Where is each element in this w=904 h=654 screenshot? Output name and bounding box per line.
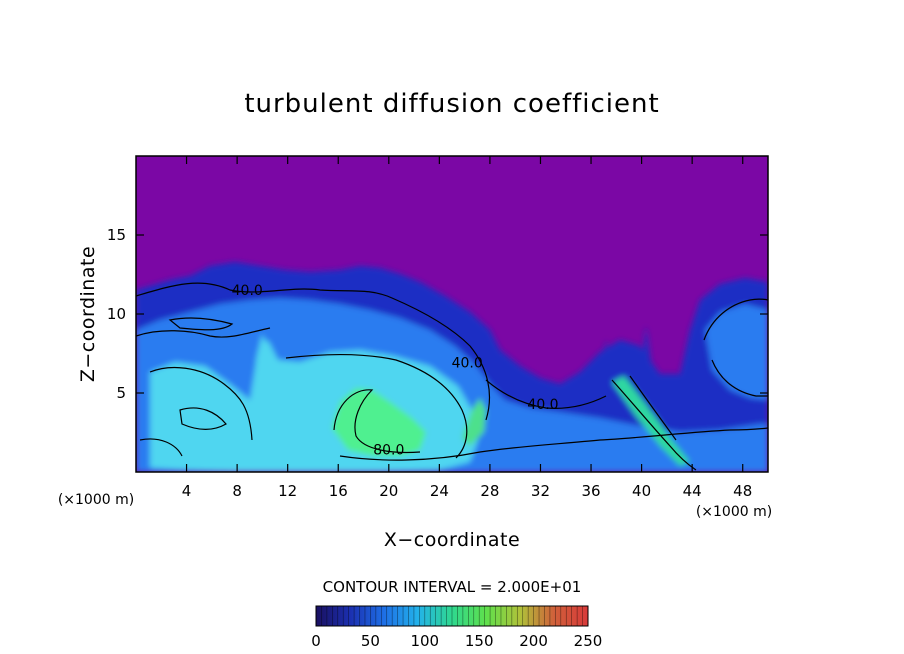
contour-label: 80.0 bbox=[373, 443, 404, 459]
contour-line bbox=[711, 359, 768, 397]
contour-label: 40.0 bbox=[232, 283, 263, 299]
colorbar-tick-label: 250 bbox=[574, 632, 603, 650]
x-tick-label: 20 bbox=[379, 482, 398, 500]
contour-line bbox=[629, 375, 677, 441]
y-tick-label: 15 bbox=[107, 226, 126, 244]
x-unit-right: (×1000 m) bbox=[696, 504, 772, 520]
x-axis-label: X−coordinate bbox=[384, 529, 520, 551]
contour-line bbox=[339, 427, 768, 461]
colorbar-tick-label: 0 bbox=[311, 632, 321, 650]
colorbar-stripes bbox=[321, 606, 583, 626]
x-unit-left: (×1000 m) bbox=[58, 492, 134, 508]
contour-labels: 40.0 40.0 40.0 80.0 bbox=[232, 283, 559, 459]
field-region-peak bbox=[332, 388, 426, 456]
contour-line bbox=[136, 327, 271, 338]
contour-line bbox=[136, 282, 491, 421]
colorbar: 0 50 100 150 200 250 bbox=[311, 605, 602, 650]
contour-line bbox=[168, 317, 234, 331]
x-tick-label: 24 bbox=[430, 482, 449, 500]
contour-line bbox=[333, 389, 421, 454]
colorbar-frame bbox=[315, 605, 589, 627]
y-tick-label: 10 bbox=[107, 305, 126, 323]
chart-title: turbulent diffusion coefficient bbox=[244, 89, 659, 119]
contour-line bbox=[149, 366, 253, 441]
colorbar-ticks: 0 50 100 150 200 250 bbox=[311, 632, 602, 650]
plot-area: 40.0 40.0 40.0 80.0 bbox=[136, 156, 768, 472]
y-axis-ticks: 5 10 15 bbox=[107, 226, 768, 402]
x-tick-label: 28 bbox=[480, 482, 499, 500]
x-tick-label: 44 bbox=[683, 482, 702, 500]
x-tick-label: 4 bbox=[182, 482, 192, 500]
contour-label: 40.0 bbox=[452, 356, 483, 372]
turbulent-field bbox=[136, 262, 768, 472]
field-plume bbox=[252, 334, 272, 472]
x-tick-label: 8 bbox=[232, 482, 242, 500]
colorbar-tick-label: 200 bbox=[519, 632, 548, 650]
x-tick-label: 36 bbox=[581, 482, 600, 500]
contour-line bbox=[703, 298, 768, 341]
field-streak-3 bbox=[640, 326, 654, 412]
contour-line bbox=[611, 379, 697, 471]
contour-interval-note: CONTOUR INTERVAL = 2.000E+01 bbox=[323, 578, 582, 596]
contour-line bbox=[179, 407, 227, 430]
contour-line bbox=[139, 438, 183, 457]
x-tick-label: 48 bbox=[733, 482, 752, 500]
x-axis-ticks: 4 8 12 16 20 24 28 32 36 40 44 48 bbox=[182, 156, 752, 500]
x-tick-label: 16 bbox=[329, 482, 348, 500]
y-axis-label: Z−coordinate bbox=[77, 246, 99, 382]
contour-lines bbox=[136, 282, 768, 471]
colorbar-tick-label: 50 bbox=[361, 632, 380, 650]
field-streak-1 bbox=[612, 376, 690, 466]
x-tick-label: 40 bbox=[632, 482, 651, 500]
y-tick-label: 5 bbox=[116, 384, 126, 402]
contour-label: 40.0 bbox=[527, 397, 558, 413]
field-region-peak-2 bbox=[462, 398, 486, 446]
colorbar-tick-label: 150 bbox=[465, 632, 494, 650]
contour-line bbox=[285, 353, 468, 459]
field-streak-2 bbox=[600, 340, 614, 420]
colorbar-tick-label: 100 bbox=[410, 632, 439, 650]
contour-line bbox=[485, 379, 607, 409]
x-tick-label: 32 bbox=[531, 482, 550, 500]
x-tick-label: 12 bbox=[278, 482, 297, 500]
